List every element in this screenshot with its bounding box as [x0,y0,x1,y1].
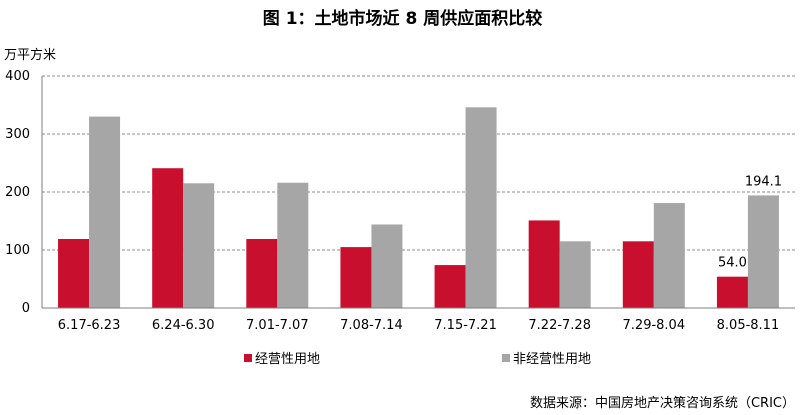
bar-series2 [371,224,403,308]
data-label: 194.1 [745,174,782,189]
y-tick-label: 200 [5,185,30,200]
legend-swatch-series2 [502,354,510,362]
y-tick-label: 0 [22,301,30,316]
data-label: 54.0 [718,256,747,271]
x-category-label: 7.01-7.07 [246,318,309,333]
x-category-label: 6.17-6.23 [58,318,121,333]
data-labels: 54.0 194.1 [718,174,782,270]
bar-series1 [716,276,748,308]
x-category-label: 7.08-7.14 [340,318,403,333]
bar-series1 [246,238,278,308]
bar-series1 [340,247,372,308]
bar-series2 [559,241,591,308]
x-category-label: 7.15-7.21 [434,318,497,333]
y-axis-unit-label: 万平方米 [4,48,57,63]
legend-swatch-series1 [244,354,252,362]
bar-series2 [277,182,309,308]
x-axis-labels: 6.17-6.23 6.24-6.30 7.01-7.07 7.08-7.14 7.15… [58,318,779,333]
bar-series2 [747,195,779,308]
legend: 经营性用地 非经营性用地 [244,352,591,367]
x-category-label: 6.24-6.30 [152,318,215,333]
y-axis-ticks: 0 100 200 300 400 [5,69,30,316]
source-note: 数据来源：中国房地产决策咨询系统（CRIC） [529,396,795,411]
bar-series1 [622,241,654,308]
axis-lines [41,76,795,309]
x-category-label: 7.29-8.04 [623,318,686,333]
legend-label-series2: 非经营性用地 [513,352,591,367]
x-category-label: 7.22-7.28 [528,318,591,333]
bar-series2 [89,116,121,308]
chart-title: 图 1：土地市场近 8 周供应面积比较 [262,9,543,29]
x-category-label: 8.05-8.11 [717,318,780,333]
y-tick-label: 100 [5,243,30,258]
bars [58,107,779,308]
bar-series2 [653,203,685,308]
y-tick-label: 300 [5,127,30,142]
bar-series1 [58,238,90,308]
y-tick-label: 400 [5,69,30,84]
bar-series2 [183,183,215,308]
bar-series1 [434,265,466,308]
bar-series1 [152,168,184,308]
bar-series2 [465,107,497,308]
bar-series1 [528,220,560,308]
legend-label-series1: 经营性用地 [255,352,320,367]
